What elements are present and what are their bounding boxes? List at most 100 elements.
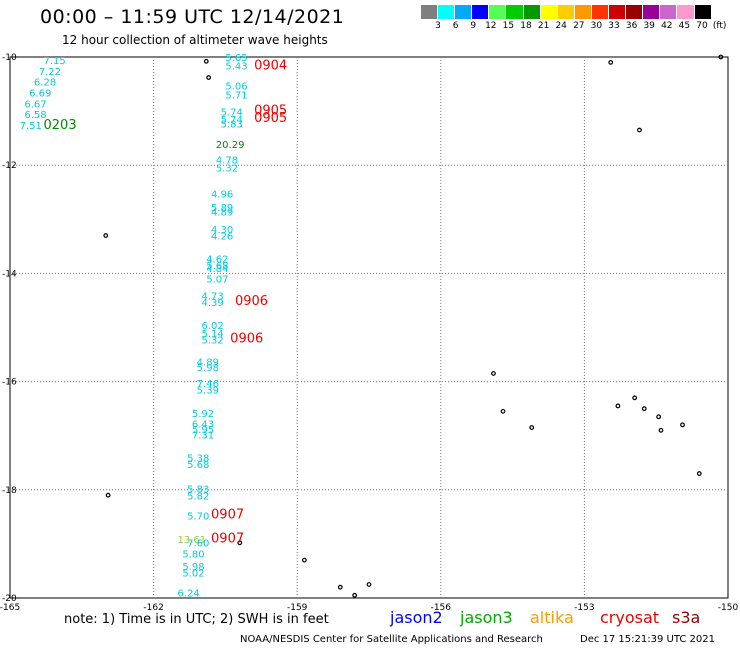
island-outline — [206, 75, 212, 80]
latitude-tick-label: -20 — [2, 594, 17, 604]
wave-height-label: 7.15 — [44, 56, 66, 67]
colorbar-label: 70 — [696, 21, 708, 31]
wave-height-label: 4.30 — [211, 225, 233, 236]
colorbar-swatch — [523, 5, 541, 19]
timestamp-text: Dec 17 15:21:39 UTC 2021 — [580, 634, 715, 645]
colorbar-label: 12 — [485, 21, 497, 31]
wave-height-label: 5.07 — [206, 275, 228, 286]
island-outline — [656, 414, 661, 420]
track-time-label: 0907 — [211, 531, 244, 546]
island-outline — [615, 403, 621, 409]
map-title: 00:00 – 11:59 UTC 12/14/2021 — [40, 6, 345, 28]
track-time-label: 0904 — [254, 58, 287, 73]
track-time-label: 0907 — [211, 507, 244, 522]
track-time-label: 0906 — [230, 332, 263, 347]
colorbar-label: 30 — [590, 21, 603, 31]
colorbar-label: 6 — [452, 21, 459, 31]
track-time-label: 0906 — [235, 294, 268, 309]
wave-height-label: 5.82 — [187, 492, 209, 503]
colorbar-swatch — [421, 5, 439, 19]
colorbar-label: 9 — [470, 21, 477, 31]
wave-height-label: 5.83 — [187, 485, 209, 496]
wave-height-label: 5.89 — [211, 203, 233, 214]
wave-height-label: 6.69 — [29, 88, 51, 99]
island-outline — [366, 582, 372, 587]
wave-height-label: 4.62 — [206, 255, 228, 266]
map-subtitle: 12 hour collection of altimeter wave hei… — [62, 33, 328, 47]
colorbar — [421, 5, 712, 19]
colorbar-labels: 3 6 9 12 15 18 21 24 27 30 33 36 39 42 45 70 (ft) — [421, 21, 740, 33]
colorbar-swatch — [694, 5, 712, 19]
wave-height-label: 5.70 — [187, 512, 209, 523]
track-time-label: 0905 — [254, 103, 287, 118]
longitude-tick-label: -150 — [718, 603, 739, 613]
island-outline — [352, 592, 358, 598]
longitude-tick-label: -159 — [287, 603, 308, 613]
wave-height-label: 7.31 — [192, 430, 214, 441]
colorbar-label: 33 — [608, 21, 620, 31]
track-time-label: 0905 — [254, 111, 287, 126]
colorbar-label: 3 — [435, 21, 441, 31]
wave-height-label: 5.71 — [225, 91, 247, 102]
wave-height-label: 5.39 — [197, 386, 219, 397]
island-outline — [632, 395, 638, 401]
colorbar-label: 39 — [643, 21, 655, 31]
wave-height-label: 5.68 — [206, 261, 228, 272]
wave-height-label: 6.02 — [201, 321, 223, 332]
wave-height-label: 4.78 — [216, 156, 238, 167]
satellite-legend-jason3: jason3 — [460, 608, 513, 627]
colorbar-swatch — [540, 5, 558, 19]
satellite-legend-cryosat: cryosat — [600, 608, 660, 627]
colorbar-label: 42 — [661, 21, 673, 31]
wave-height-label: 6.58 — [24, 110, 46, 121]
colorbar-swatch — [574, 5, 592, 19]
longitude-tick-label: -162 — [143, 603, 163, 613]
island-outline — [491, 371, 496, 376]
colorbar-swatch — [557, 5, 575, 19]
wave-height-label: 20.29 — [216, 140, 245, 151]
latitude-tick-label: -10 — [2, 53, 17, 63]
colorbar-swatch — [455, 5, 473, 19]
island-outline — [641, 406, 647, 412]
wave-height-label: 5.32 — [201, 336, 223, 347]
wave-height-label: 4.26 — [211, 231, 233, 242]
latitude-tick-label: -18 — [2, 486, 17, 496]
island-outline — [608, 60, 614, 65]
wave-height-label: 13.61 — [178, 535, 207, 546]
island-outline — [680, 422, 685, 428]
wave-height-label: 5.92 — [192, 409, 214, 420]
island-outline — [203, 58, 209, 64]
wave-height-label: 7.60 — [187, 539, 209, 550]
wave-height-label: 5.80 — [182, 549, 204, 560]
wave-height-label: 4.89 — [197, 357, 219, 368]
colorbar-label: 27 — [573, 21, 585, 31]
colorbar-swatch — [643, 5, 661, 19]
colorbar-swatch — [489, 5, 507, 19]
island-outline — [658, 427, 664, 433]
wave-height-label: 7.51 — [20, 121, 42, 132]
island-outline — [105, 492, 111, 498]
wave-height-label: 4.89 — [211, 208, 233, 219]
island-outline — [718, 54, 724, 60]
wave-height-label: 5.74 — [221, 115, 243, 126]
colorbar-label: 18 — [520, 21, 532, 31]
wave-height-label: 5.43 — [225, 61, 247, 72]
wave-height-label: 5.83 — [221, 119, 243, 130]
wave-height-label: 5.74 — [221, 107, 243, 118]
latitude-tick-label: -12 — [2, 161, 17, 171]
latitude-tick-label: -16 — [2, 378, 17, 388]
colorbar-label: 24 — [555, 21, 567, 31]
colorbar-swatch — [660, 5, 678, 19]
colorbar-label: (ft) — [712, 21, 727, 31]
latitude-tick-label: -14 — [2, 269, 17, 279]
colorbar-swatch — [591, 5, 610, 19]
island-outline — [103, 233, 109, 238]
wave-height-label: 5.38 — [187, 454, 209, 465]
colorbar-swatch — [438, 5, 456, 19]
colorbar-swatch — [677, 5, 695, 19]
map-frame — [9, 56, 729, 599]
wave-height-label: 5.65 — [225, 53, 247, 64]
wave-height-label: 5.06 — [225, 81, 247, 92]
longitude-tick-label: -165 — [0, 603, 20, 613]
wave-height-label: 5.14 — [201, 329, 223, 340]
